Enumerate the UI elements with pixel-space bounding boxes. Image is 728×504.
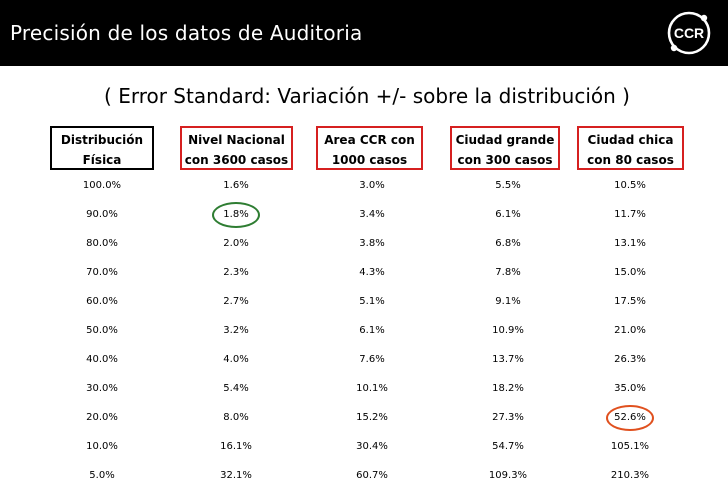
header-bar: Precisión de los datos de Auditoria CCR — [0, 0, 728, 66]
column-header-line1: Distribución — [60, 133, 144, 147]
column-header-line1: Nivel Nacional — [188, 133, 285, 147]
table-cell: 5.0% — [89, 470, 115, 481]
table-cell: 9.1% — [495, 296, 521, 307]
logo-text: CCR — [674, 25, 704, 41]
highlight-circle — [212, 202, 260, 228]
table-cell: 27.3% — [492, 412, 524, 423]
table-cell: 20.0% — [86, 412, 118, 423]
subtitle: ( Error Standard: Variación +/- sobre la… — [104, 84, 630, 108]
column-header-line2: con 300 casos — [457, 153, 553, 167]
column-header-3: Ciudad grande con 300 casos — [450, 126, 560, 170]
column-header-line2: Física — [82, 153, 122, 167]
table-cell: 5.1% — [359, 296, 385, 307]
table-cell: 100.0% — [82, 180, 122, 191]
table-cell: 1.6% — [223, 180, 249, 191]
table-cell: 54.7% — [492, 441, 524, 452]
table-cell: 6.1% — [359, 325, 385, 336]
table-cell: 6.8% — [495, 238, 521, 249]
table-cell: 7.8% — [495, 267, 521, 278]
table-cell: 4.0% — [223, 354, 249, 365]
table-cell: 105.1% — [610, 441, 650, 452]
column-header-line1: Ciudad grande — [455, 133, 555, 147]
ccr-logo-icon: CCR — [667, 11, 711, 55]
table-cell: 3.0% — [359, 180, 385, 191]
table-cell: 50.0% — [86, 325, 118, 336]
table-cell: 13.7% — [492, 354, 524, 365]
table-cell: 2.3% — [223, 267, 249, 278]
column-header-line1: Area CCR con — [324, 133, 415, 147]
table-cell: 10.0% — [86, 441, 118, 452]
table-cell: 6.1% — [495, 209, 521, 220]
table-cell: 15.2% — [356, 412, 388, 423]
table-cell: 30.0% — [86, 383, 118, 394]
table-cell: 17.5% — [614, 296, 646, 307]
table-cell: 3.2% — [223, 325, 249, 336]
table-cell: 80.0% — [86, 238, 118, 249]
highlight-circle — [606, 405, 654, 431]
table-cell: 35.0% — [614, 383, 646, 394]
table-cell: 32.1% — [220, 470, 252, 481]
table-cell: 40.0% — [86, 354, 118, 365]
table-cell: 8.0% — [223, 412, 249, 423]
column-header-2: Area CCR con 1000 casos — [316, 126, 423, 170]
table-cell: 16.1% — [220, 441, 252, 452]
table-cell: 4.3% — [359, 267, 385, 278]
table-cell: 5.5% — [495, 180, 521, 191]
table-cell: 10.9% — [492, 325, 524, 336]
table-cell: 11.7% — [614, 209, 646, 220]
page-title: Precisión de los datos de Auditoria — [10, 21, 363, 45]
table-cell: 60.0% — [86, 296, 118, 307]
table-cell: 13.1% — [614, 238, 646, 249]
table-cell: 2.7% — [223, 296, 249, 307]
table-cell: 30.4% — [356, 441, 388, 452]
table-cell: 90.0% — [86, 209, 118, 220]
table-cell: 26.3% — [614, 354, 646, 365]
table-cell: 3.4% — [359, 209, 385, 220]
table-cell: 10.5% — [614, 180, 646, 191]
table-cell: 15.0% — [614, 267, 646, 278]
column-header-1: Nivel Nacional con 3600 casos — [180, 126, 293, 170]
table-cell: 5.4% — [223, 383, 249, 394]
column-header-line2: con 80 casos — [587, 153, 674, 167]
table-cell: 10.1% — [356, 383, 388, 394]
column-header-line2: 1000 casos — [331, 153, 408, 167]
table-cell: 210.3% — [610, 470, 650, 481]
table-cell: 60.7% — [356, 470, 388, 481]
table-cell: 7.6% — [359, 354, 385, 365]
column-header-4: Ciudad chica con 80 casos — [577, 126, 684, 170]
column-header-0: Distribución Física — [50, 126, 154, 170]
table-cell: 70.0% — [86, 267, 118, 278]
table-cell: 2.0% — [223, 238, 249, 249]
table-cell: 18.2% — [492, 383, 524, 394]
table-cell: 3.8% — [359, 238, 385, 249]
table-cell: 21.0% — [614, 325, 646, 336]
table-cell: 109.3% — [488, 470, 528, 481]
column-header-line1: Ciudad chica — [587, 133, 674, 147]
column-header-line2: con 3600 casos — [184, 153, 289, 167]
